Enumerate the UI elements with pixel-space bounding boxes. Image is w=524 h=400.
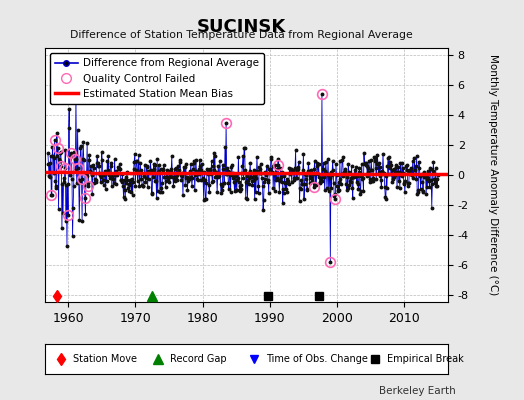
Text: Berkeley Earth: Berkeley Earth	[379, 386, 456, 396]
Text: Difference of Station Temperature Data from Regional Average: Difference of Station Temperature Data f…	[70, 30, 412, 40]
Text: Time of Obs. Change: Time of Obs. Change	[266, 354, 368, 364]
Text: Empirical Break: Empirical Break	[387, 354, 464, 364]
Y-axis label: Monthly Temperature Anomaly Difference (°C): Monthly Temperature Anomaly Difference (…	[488, 54, 498, 296]
Text: Record Gap: Record Gap	[170, 354, 226, 364]
Legend: Difference from Regional Average, Quality Control Failed, Estimated Station Mean: Difference from Regional Average, Qualit…	[50, 53, 264, 104]
Text: SUCINSK: SUCINSK	[196, 18, 286, 36]
Text: Station Move: Station Move	[73, 354, 137, 364]
